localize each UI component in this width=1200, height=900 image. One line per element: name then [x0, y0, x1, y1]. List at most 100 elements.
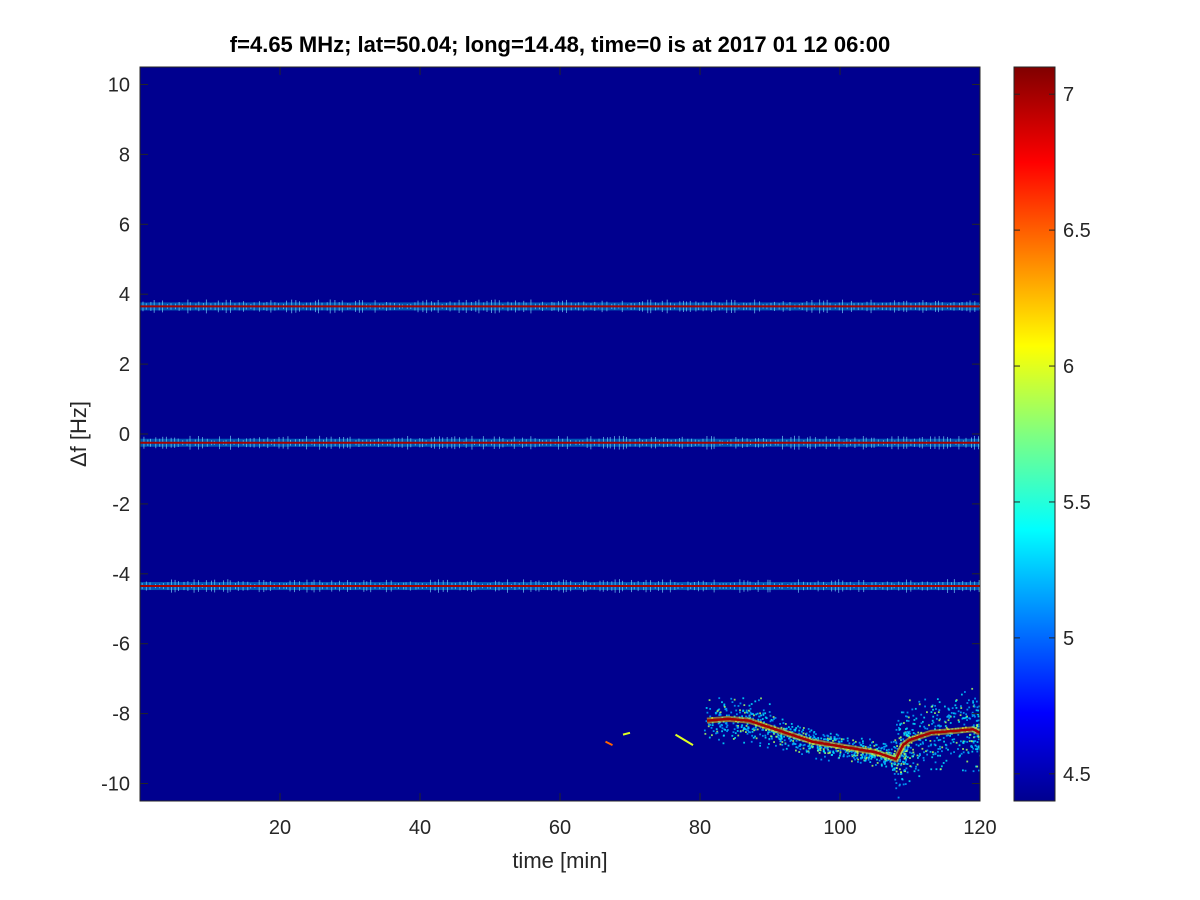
- colorbar-tick-label: 7: [1063, 84, 1074, 106]
- track-speckle: [975, 709, 978, 712]
- track-speckle: [932, 708, 934, 711]
- track-speckle: [745, 725, 748, 727]
- track-speckle: [837, 740, 840, 743]
- track-speckle: [870, 756, 873, 759]
- track-speckle: [904, 783, 907, 785]
- track-speckle: [927, 745, 930, 748]
- track-speckle: [963, 691, 966, 693]
- track-speckle: [887, 759, 890, 762]
- track-speckle: [725, 709, 728, 712]
- track-speckle: [801, 753, 803, 756]
- track-speckle: [890, 752, 893, 755]
- track-speckle: [837, 734, 840, 737]
- track-speckle: [820, 737, 823, 740]
- track-speckle: [775, 744, 777, 747]
- track-speckle: [798, 732, 800, 735]
- track-speckle: [978, 769, 980, 772]
- track-speckle: [704, 732, 707, 735]
- track-speckle: [922, 759, 925, 762]
- track-speckle: [848, 742, 851, 745]
- track-speckle: [880, 758, 883, 761]
- track-speckle: [724, 722, 727, 725]
- track-speckle: [715, 712, 717, 715]
- track-speckle: [895, 723, 898, 726]
- track-speckle: [739, 730, 742, 732]
- track-speckle: [906, 711, 909, 714]
- track-speckle: [951, 738, 954, 741]
- track-speckle: [887, 751, 890, 754]
- y-axis: -10 -8 -6 -4 -2 0 2 4 6 8 10: [101, 74, 980, 796]
- track-speckle: [936, 736, 938, 739]
- plot-area: [140, 67, 980, 801]
- track-speckle: [857, 758, 860, 761]
- track-speckle: [743, 711, 746, 714]
- track-speckle: [892, 740, 895, 743]
- track-speckle: [962, 751, 965, 754]
- track-speckle: [905, 731, 908, 734]
- track-speckle: [898, 737, 901, 740]
- track-speckle: [960, 693, 963, 696]
- track-speckle: [742, 729, 744, 732]
- track-speckle: [784, 723, 787, 725]
- track-speckle: [742, 709, 745, 712]
- track-speckle: [848, 750, 851, 753]
- track-speckle: [937, 754, 939, 757]
- track-speckle: [813, 731, 815, 734]
- track-speckle: [907, 745, 910, 748]
- track-speckle: [864, 759, 866, 762]
- track-speckle: [912, 714, 915, 717]
- track-speckle: [715, 732, 717, 735]
- track-speckle: [945, 734, 948, 737]
- track-speckle: [897, 762, 900, 765]
- track-speckle: [902, 760, 904, 763]
- track-speckle: [924, 705, 926, 708]
- track-speckle: [843, 753, 845, 756]
- track-speckle: [982, 725, 984, 727]
- track-speckle: [880, 763, 883, 766]
- track-speckle: [973, 704, 976, 707]
- spectrogram-marks: [140, 299, 984, 799]
- track-speckle: [929, 744, 932, 747]
- track-speckle: [914, 733, 917, 736]
- track-speckle: [971, 750, 974, 753]
- track-speckle: [891, 765, 894, 768]
- track-speckle: [923, 716, 926, 719]
- track-speckle: [902, 750, 905, 752]
- track-speckle: [799, 748, 802, 751]
- track-speckle: [818, 751, 821, 754]
- track-speckle: [906, 756, 909, 759]
- track-speckle: [893, 767, 896, 770]
- track-speckle: [908, 730, 911, 733]
- track-speckle: [723, 728, 726, 731]
- track-speckle: [752, 717, 755, 720]
- track-speckle: [817, 738, 820, 741]
- track-speckle: [913, 770, 916, 773]
- track-speckle: [911, 708, 914, 711]
- track-speckle: [947, 719, 950, 722]
- y-tick-label: 8: [119, 144, 130, 166]
- track-speckle: [918, 775, 921, 778]
- track-speckle: [808, 747, 810, 750]
- track-speckle: [724, 728, 727, 731]
- track-speckle: [975, 765, 977, 768]
- track-speckle: [703, 729, 706, 732]
- track-speckle: [839, 754, 841, 757]
- track-speckle: [900, 771, 902, 774]
- track-speckle: [769, 720, 772, 723]
- track-speckle: [743, 741, 746, 744]
- track-speckle: [846, 752, 849, 755]
- track-speckle: [899, 773, 902, 776]
- track-speckle: [890, 748, 893, 751]
- track-speckle: [817, 749, 819, 752]
- track-speckle: [797, 725, 799, 728]
- track-speckle: [826, 747, 829, 750]
- track-speckle: [952, 712, 955, 715]
- track-speckle: [745, 715, 747, 718]
- track-fragment-6: [674, 733, 694, 746]
- track-speckle: [976, 723, 979, 726]
- track-speckle: [915, 743, 918, 746]
- track-speckle: [903, 733, 906, 736]
- track-speckle: [968, 740, 971, 743]
- track-speckle: [862, 742, 864, 745]
- track-speckle: [895, 787, 898, 790]
